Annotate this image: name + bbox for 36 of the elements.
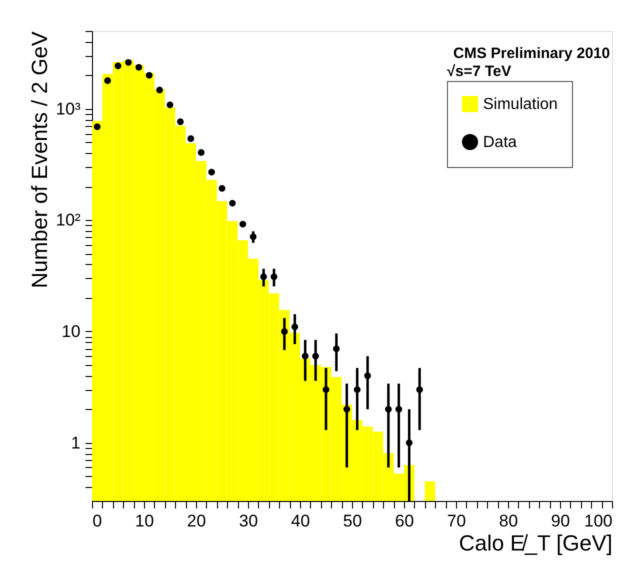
x-tick-label: 10 [135, 512, 154, 530]
annotation: CMS Preliminary 2010 [453, 45, 610, 62]
point [198, 149, 205, 156]
point [114, 62, 122, 70]
point [146, 72, 153, 79]
legend-label: Simulation [483, 96, 558, 113]
x-tick-label: 20 [187, 512, 206, 530]
point [177, 118, 184, 126]
x-tick-label: 30 [239, 512, 258, 530]
point [156, 86, 163, 94]
annotation: √s=7 TeV [447, 63, 512, 80]
x-tick-label: 0 [92, 512, 102, 530]
point [166, 102, 174, 108]
y-tick-label: 10³ [56, 99, 81, 118]
legend-label: Data [483, 134, 517, 151]
x-tick-label: 70 [447, 512, 466, 530]
y-tick-label: 10² [56, 210, 81, 230]
point [94, 123, 101, 130]
x-tick-label: 80 [499, 512, 518, 530]
x-tick-label: 90 [551, 512, 570, 530]
point [135, 64, 142, 71]
x-tick-label: 100 [584, 512, 612, 530]
point [208, 168, 215, 176]
point [187, 135, 194, 142]
x-axis-title: Calo E̸_T [GeV] [458, 530, 612, 556]
point [104, 77, 111, 84]
point [229, 200, 236, 207]
point [125, 59, 132, 66]
x-tick-label: 40 [291, 512, 310, 530]
x-tick-label: 50 [343, 512, 362, 530]
x-tick-label: 60 [395, 512, 414, 530]
y-tick-label: 1 [71, 433, 80, 452]
point [239, 220, 246, 228]
y-tick-label: 10 [62, 322, 80, 341]
point [218, 185, 226, 192]
y-axis-title: Number of Events / 2 GeV [26, 31, 52, 288]
